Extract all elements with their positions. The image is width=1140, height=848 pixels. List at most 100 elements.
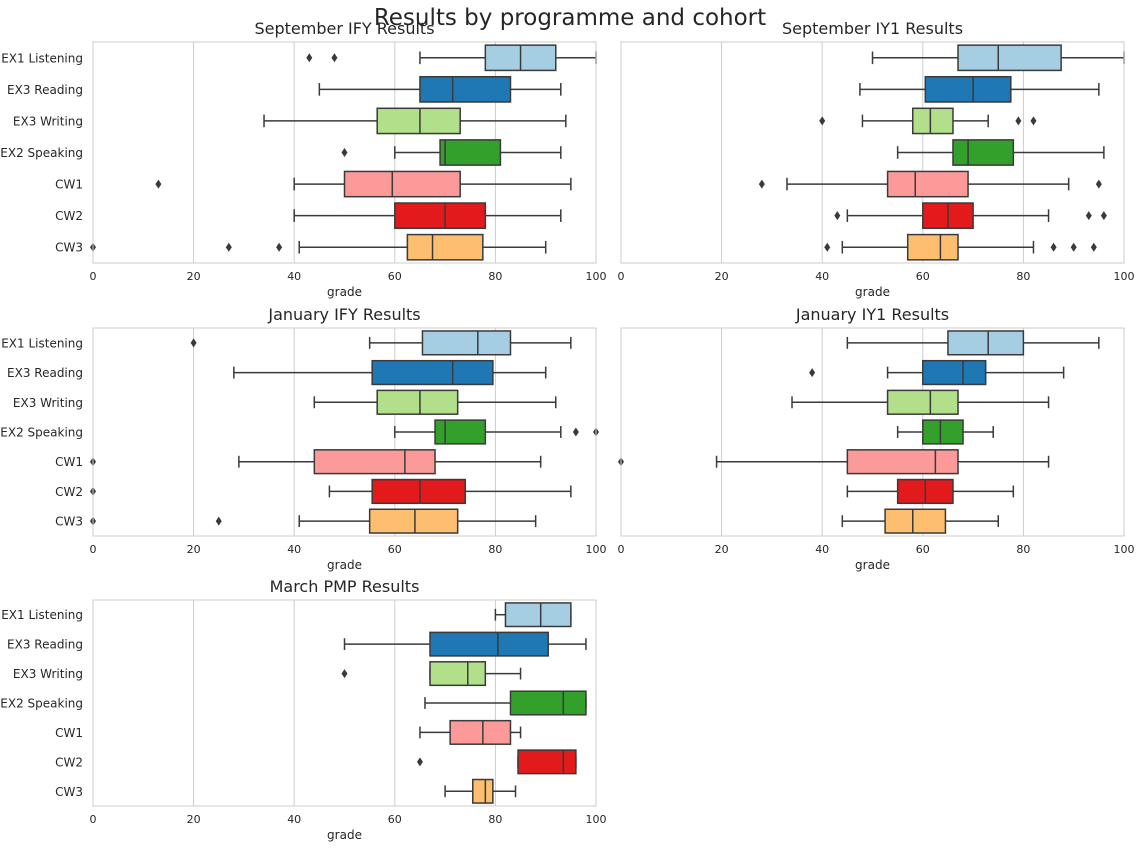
x-tick-label: 40 <box>815 543 829 556</box>
x-tick-label: 40 <box>287 543 301 556</box>
box-cw1 <box>155 170 572 198</box>
y-tick-label: EX3 Reading <box>7 366 83 380</box>
outlier-point <box>1070 242 1077 252</box>
subplot-5: March PMP Results 0 20 40 60 80 100 grade EX1 Li… <box>0 577 606 842</box>
y-tick-label: EX3 Writing <box>13 396 83 410</box>
outlier-point <box>331 53 338 63</box>
y-tick-label: CW3 <box>55 785 83 799</box>
x-tick-label: 40 <box>287 813 301 826</box>
box-iqr <box>924 75 1012 103</box>
box-iqr <box>449 719 512 745</box>
box-iqr <box>343 170 461 198</box>
x-tick-label: 20 <box>187 813 201 826</box>
box-cw2 <box>293 202 562 230</box>
y-tick-label: CW1 <box>55 726 83 740</box>
box-ex2-speaking <box>341 139 562 166</box>
box-iqr <box>922 359 987 386</box>
outlier-point <box>1015 116 1022 126</box>
y-tick-label: CW2 <box>55 485 83 499</box>
subplot-2: September IY1 Results 0 20 40 60 80 100 grade <box>618 19 1135 299</box>
x-tick-label: 0 <box>618 543 625 556</box>
box-iqr <box>376 389 459 415</box>
y-tick-label: EX2 Speaking <box>0 426 83 440</box>
x-tick-label: 0 <box>618 270 625 283</box>
box-ex1-listening <box>494 602 572 628</box>
box-iqr <box>429 631 549 657</box>
outlier-point <box>416 757 423 767</box>
box-cw1 <box>758 170 1102 198</box>
outlier-point <box>1085 211 1092 221</box>
x-tick-label: 60 <box>916 543 930 556</box>
box-ex2-speaking <box>394 419 599 445</box>
box-ex3-writing <box>791 389 1050 415</box>
box-iqr <box>884 508 947 534</box>
outlier-point <box>758 179 765 189</box>
box-iqr <box>886 389 959 415</box>
box-ex1-listening <box>190 330 572 356</box>
box-cw3 <box>444 778 517 804</box>
box-ex2-speaking <box>424 690 587 716</box>
subplot-1: September IFY Results 0 20 40 60 80 100 grade EX… <box>0 19 606 299</box>
y-tick-label: CW3 <box>55 515 83 529</box>
outlier-point <box>809 368 816 378</box>
outlier-point <box>225 242 232 252</box>
x-axis-label: grade <box>327 558 362 572</box>
x-tick-label: 80 <box>488 813 502 826</box>
x-tick-label: 40 <box>815 270 829 283</box>
x-tick-label: 100 <box>586 270 607 283</box>
axes-frame <box>92 327 597 537</box>
box-iqr <box>509 690 587 716</box>
y-tick-label: CW2 <box>55 209 83 223</box>
box-ex3-reading <box>233 359 547 386</box>
outlier-point <box>341 148 348 157</box>
outlier-point <box>306 53 313 63</box>
box-iqr <box>906 233 959 261</box>
x-axis-label: grade <box>855 558 890 572</box>
y-tick-label: EX1 Listening <box>1 51 83 65</box>
box-ex3-reading <box>343 631 587 657</box>
y-tick-label: CW1 <box>55 178 83 192</box>
subplot-title: January IFY Results <box>267 305 420 324</box>
x-tick-label: 100 <box>586 543 607 556</box>
x-axis-label: grade <box>327 285 362 299</box>
y-tick-label: CW1 <box>55 455 83 469</box>
x-tick-label: 20 <box>187 543 201 556</box>
x-tick-label: 80 <box>1016 270 1030 283</box>
axes-frame <box>620 327 1125 537</box>
outlier-point <box>276 242 283 252</box>
box-iqr <box>846 449 959 475</box>
outlier-point <box>190 338 197 348</box>
x-tick-label: 80 <box>1016 543 1030 556</box>
subplot-title: September IY1 Results <box>782 19 963 38</box>
x-tick-label: 60 <box>916 270 930 283</box>
axes-frame <box>620 41 1125 264</box>
box-ex1-listening <box>846 330 1100 356</box>
box-iqr <box>952 139 1015 166</box>
box-ex3-reading <box>859 75 1100 103</box>
x-tick-label: 60 <box>388 813 402 826</box>
x-tick-label: 100 <box>586 813 607 826</box>
outlier-point <box>1095 179 1102 189</box>
x-axis-label: grade <box>855 285 890 299</box>
x-tick-label: 20 <box>715 543 729 556</box>
box-cw1 <box>90 449 542 475</box>
box-iqr <box>472 778 494 804</box>
box-ex3-writing <box>313 389 557 415</box>
outlier-point <box>215 516 222 526</box>
box-cw2 <box>90 478 572 505</box>
x-tick-label: 20 <box>715 270 729 283</box>
box-iqr <box>371 359 494 386</box>
x-tick-label: 0 <box>90 543 97 556</box>
box-ex3-writing <box>263 107 567 135</box>
box-iqr <box>419 75 512 103</box>
x-tick-label: 20 <box>187 270 201 283</box>
y-tick-label: EX3 Reading <box>7 638 83 652</box>
box-cw2 <box>834 202 1107 230</box>
y-tick-label: EX3 Writing <box>13 114 83 128</box>
x-tick-label: 80 <box>488 543 502 556</box>
subplot-4: January IY1 Results 0 20 40 60 80 100 grade <box>618 305 1135 572</box>
x-tick-label: 40 <box>287 270 301 283</box>
box-cw2 <box>416 749 577 775</box>
box-iqr <box>313 449 436 475</box>
